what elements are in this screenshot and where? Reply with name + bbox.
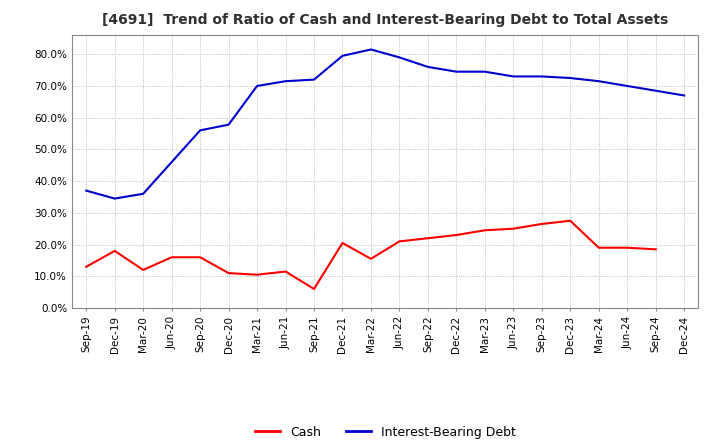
Legend: Cash, Interest-Bearing Debt: Cash, Interest-Bearing Debt <box>250 421 521 440</box>
Title: [4691]  Trend of Ratio of Cash and Interest-Bearing Debt to Total Assets: [4691] Trend of Ratio of Cash and Intere… <box>102 13 668 27</box>
